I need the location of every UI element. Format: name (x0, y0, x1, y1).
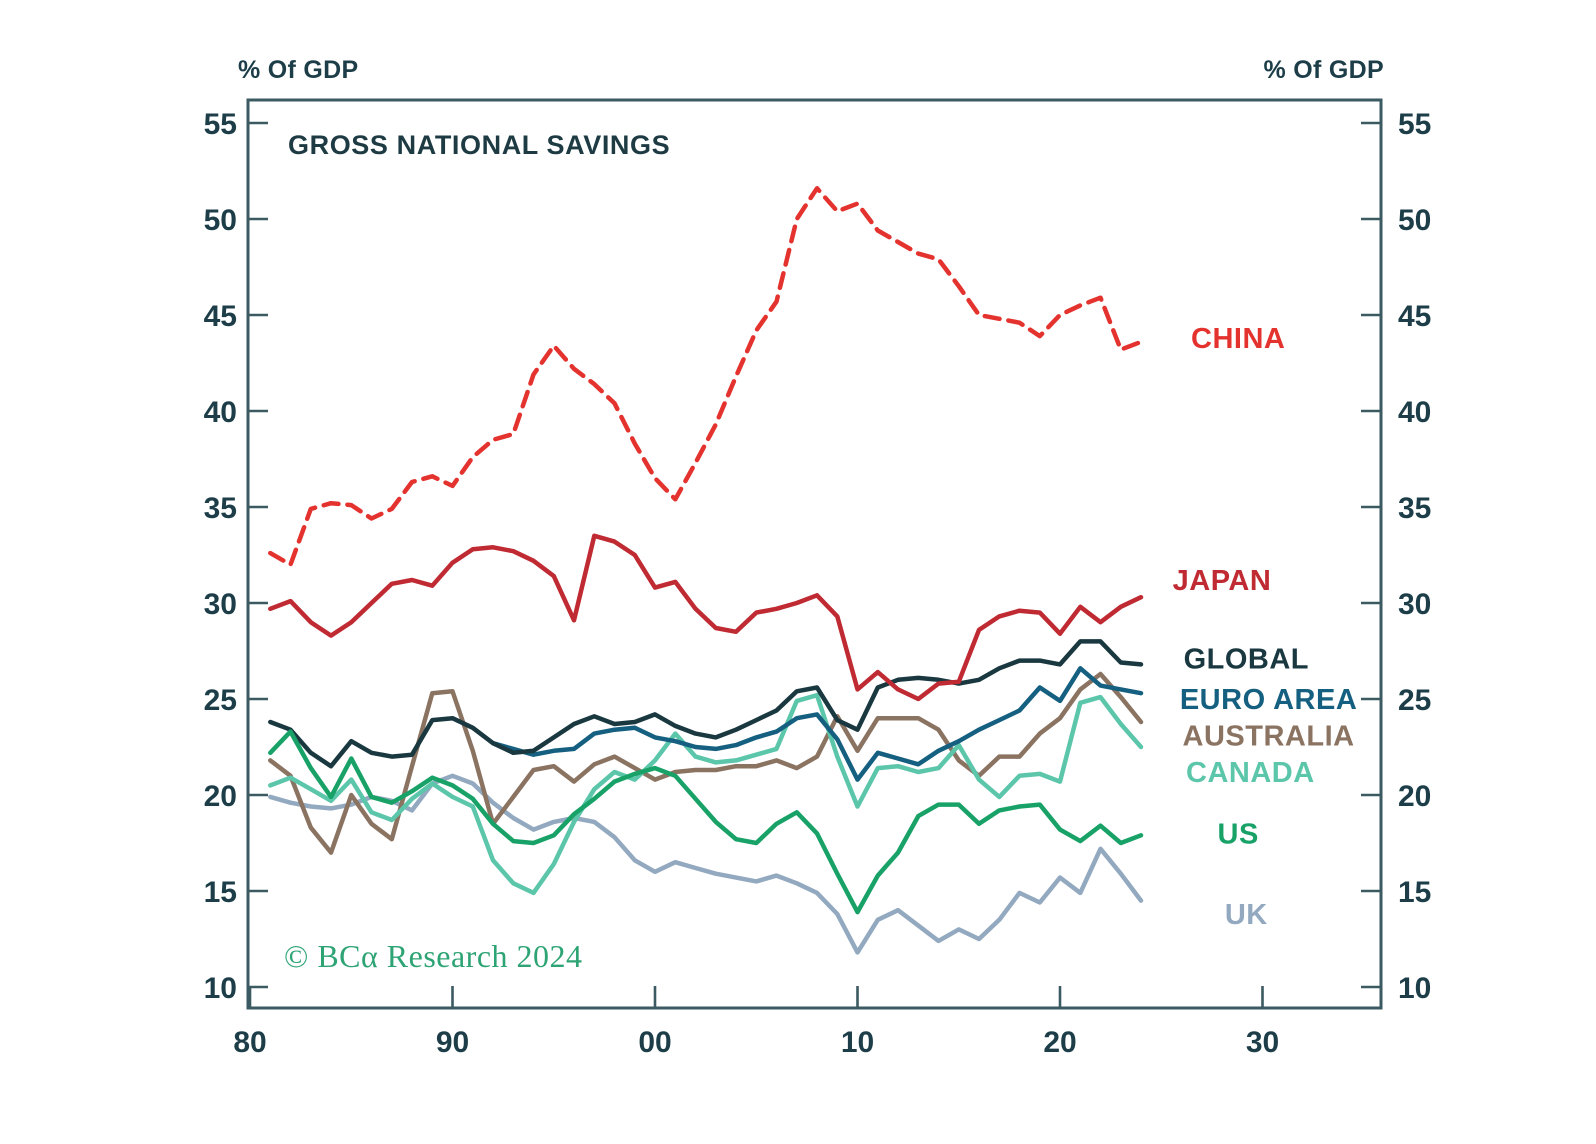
chart-title: GROSS NATIONAL SAVINGS (288, 130, 671, 160)
series-line-china (268, 186, 1144, 567)
y-tick-label-right: 35 (1398, 492, 1431, 525)
series-line-japan (268, 533, 1144, 702)
series-label-uk: UK (1225, 899, 1268, 931)
y-tick-label-right: 10 (1398, 972, 1431, 1005)
series-line-uk (268, 773, 1144, 955)
x-tick-label: 00 (638, 1026, 671, 1059)
series-line-global (268, 639, 1144, 769)
y-tick-label-left: 55 (204, 108, 237, 141)
x-tick-label: 90 (436, 1026, 469, 1059)
y-tick-label-left: 20 (204, 780, 237, 813)
y-tick-label-right: 40 (1398, 396, 1431, 429)
series-line-us (268, 729, 1144, 915)
series-label-japan: JAPAN (1173, 565, 1272, 597)
y-tick-label-left: 25 (204, 684, 237, 717)
series-line-canada (268, 692, 1144, 896)
y-tick-label-left: 45 (204, 300, 237, 333)
y-tick-label-right: 15 (1398, 876, 1431, 909)
y-tick-label-left: 15 (204, 876, 237, 909)
x-tick-label: 10 (841, 1026, 874, 1059)
y-tick-label-left: 30 (204, 588, 237, 621)
series-label-us: US (1218, 818, 1259, 850)
y-tick-label-right: 25 (1398, 684, 1431, 717)
y-tick-label-right: 55 (1398, 108, 1431, 141)
y-tick-label-right: 50 (1398, 204, 1431, 237)
y-axis-unit-right: % Of GDP (1263, 56, 1384, 84)
series-line-euro-area (490, 666, 1144, 782)
series-label-canada: CANADA (1186, 757, 1315, 789)
y-axis-unit-left: % Of GDP (238, 56, 359, 84)
y-tick-label-right: 30 (1398, 588, 1431, 621)
series-label-euro-area: EURO AREA (1180, 684, 1357, 716)
series-label-global: GLOBAL (1184, 644, 1309, 676)
x-tick-label: 20 (1043, 1026, 1076, 1059)
y-tick-label-right: 20 (1398, 780, 1431, 813)
y-tick-label-left: 50 (204, 204, 237, 237)
plot-border (246, 98, 1383, 1010)
y-tick-label-left: 10 (204, 972, 237, 1005)
y-tick-label-right: 45 (1398, 300, 1431, 333)
series-label-australia: AUSTRALIA (1183, 720, 1355, 752)
x-tick-label: 30 (1246, 1026, 1279, 1059)
y-tick-label-left: 35 (204, 492, 237, 525)
x-tick-label: 80 (233, 1026, 266, 1059)
y-tick-label-left: 40 (204, 396, 237, 429)
watermark: © BCα Research 2024 (284, 938, 583, 974)
series-line-australia (268, 671, 1144, 855)
series-label-china: CHINA (1191, 323, 1285, 355)
